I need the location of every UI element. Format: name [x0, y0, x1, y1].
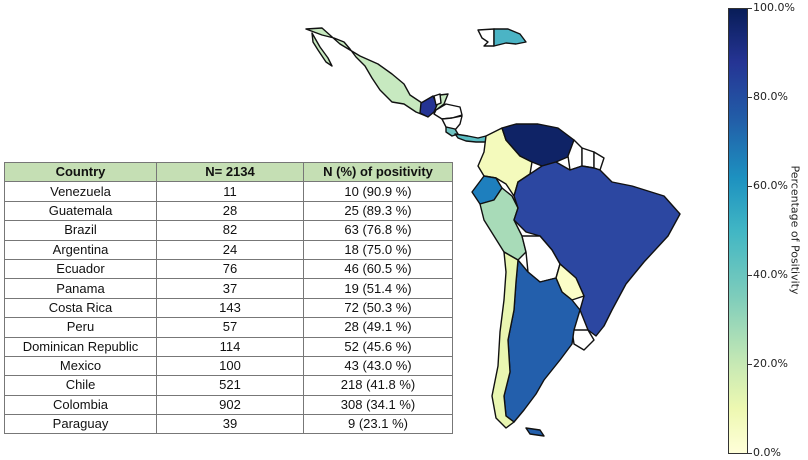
cell-positivity: 43 (43.0 %): [303, 355, 453, 377]
cell-positivity: 19 (51.4 %): [303, 278, 453, 299]
cell-country: Brazil: [4, 220, 157, 241]
table-row: Ecuador 76 46 (60.5 %): [4, 258, 453, 280]
chile-region: [491, 251, 519, 429]
cell-country: Argentina: [4, 239, 157, 260]
table-row: Dominican Republic 114 52 (45.6 %): [4, 336, 453, 357]
colorbar-tick-label: 40.0%: [753, 268, 788, 281]
cell-country: Chile: [4, 375, 157, 396]
colorbar-tick-label: 0.0%: [753, 446, 781, 459]
french-guiana-region: [593, 151, 605, 171]
colorbar-tick: [748, 186, 752, 187]
cell-positivity: 218 (41.8 %): [303, 375, 453, 396]
table-row: Peru 57 28 (49.1 %): [4, 317, 453, 338]
colorbar-label: Percentage of Positivity: [788, 165, 802, 295]
cell-positivity: 63 (76.8 %): [303, 220, 453, 241]
cell-n: 143: [156, 297, 304, 319]
positivity-table: Country N= 2134 N (%) of positivity Vene…: [4, 161, 453, 435]
colorbar-tick: [748, 364, 752, 365]
cell-country: Colombia: [4, 394, 157, 416]
header-country: Country: [4, 161, 157, 183]
cell-country: Guatemala: [4, 200, 157, 222]
cell-positivity: 25 (89.3 %): [303, 200, 453, 222]
cell-country: Ecuador: [4, 258, 157, 280]
cell-country: Dominican Republic: [4, 336, 157, 357]
table-row: Colombia 902 308 (34.1 %): [4, 394, 453, 416]
colorbar-tick-label: 100.0%: [753, 1, 795, 14]
cell-positivity: 308 (34.1 %): [303, 394, 453, 416]
cell-n: 82: [156, 220, 304, 241]
cell-positivity: 9 (23.1 %): [303, 414, 453, 435]
cell-positivity: 46 (60.5 %): [303, 258, 453, 280]
cell-n: 114: [156, 336, 304, 357]
cell-country: Venezuela: [4, 181, 157, 202]
cell-n: 902: [156, 394, 304, 416]
dominican-republic-region: [493, 28, 527, 47]
table-row: Argentina 24 18 (75.0 %): [4, 239, 453, 260]
haiti-region: [477, 28, 495, 47]
cell-n: 28: [156, 200, 304, 222]
cell-n: 100: [156, 355, 304, 377]
colorbar-tick-label: 60.0%: [753, 179, 788, 192]
table-row: Mexico 100 43 (43.0 %): [4, 355, 453, 377]
cell-positivity: 10 (90.9 %): [303, 181, 453, 202]
cell-n: 37: [156, 278, 304, 299]
cell-n: 24: [156, 239, 304, 260]
table-row: Panama 37 19 (51.4 %): [4, 278, 453, 299]
colorbar: [728, 8, 748, 454]
venezuela-region: [501, 123, 575, 167]
cell-positivity: 28 (49.1 %): [303, 317, 453, 338]
colorbar-tick: [748, 8, 752, 9]
colorbar-tick: [748, 97, 752, 98]
header-n: N= 2134: [156, 161, 304, 183]
table-row: Brazil 82 63 (76.8 %): [4, 220, 453, 241]
uruguay-region: [571, 329, 595, 351]
table-row: Costa Rica 143 72 (50.3 %): [4, 297, 453, 319]
colorbar-tick-label: 20.0%: [753, 357, 788, 370]
header-positivity: N (%) of positivity: [303, 161, 453, 183]
colorbar-tick-label: 80.0%: [753, 90, 788, 103]
cell-country: Costa Rica: [4, 297, 157, 319]
cell-positivity: 72 (50.3 %): [303, 297, 453, 319]
cell-positivity: 52 (45.6 %): [303, 336, 453, 357]
table-row: Paraguay 39 9 (23.1 %): [4, 414, 453, 435]
cell-n: 57: [156, 317, 304, 338]
panama-region: [454, 133, 487, 143]
table-row: Guatemala 28 25 (89.3 %): [4, 200, 453, 222]
colorbar-tick: [748, 453, 752, 454]
cell-country: Mexico: [4, 355, 157, 377]
table-row: Venezuela 11 10 (90.9 %): [4, 181, 453, 202]
cell-n: 11: [156, 181, 304, 202]
cell-n: 76: [156, 258, 304, 280]
cell-n: 39: [156, 414, 304, 435]
colorbar-tick: [748, 275, 752, 276]
cell-country: Paraguay: [4, 414, 157, 435]
belize-region: [433, 93, 442, 106]
guatemala-region: [419, 95, 438, 118]
cell-country: Panama: [4, 278, 157, 299]
cell-n: 521: [156, 375, 304, 396]
cell-country: Peru: [4, 317, 157, 338]
table-row: Chile 521 218 (41.8 %): [4, 375, 453, 396]
table-header-row: Country N= 2134 N (%) of positivity: [4, 161, 453, 183]
cell-positivity: 18 (75.0 %): [303, 239, 453, 260]
suriname-region: [581, 147, 595, 169]
